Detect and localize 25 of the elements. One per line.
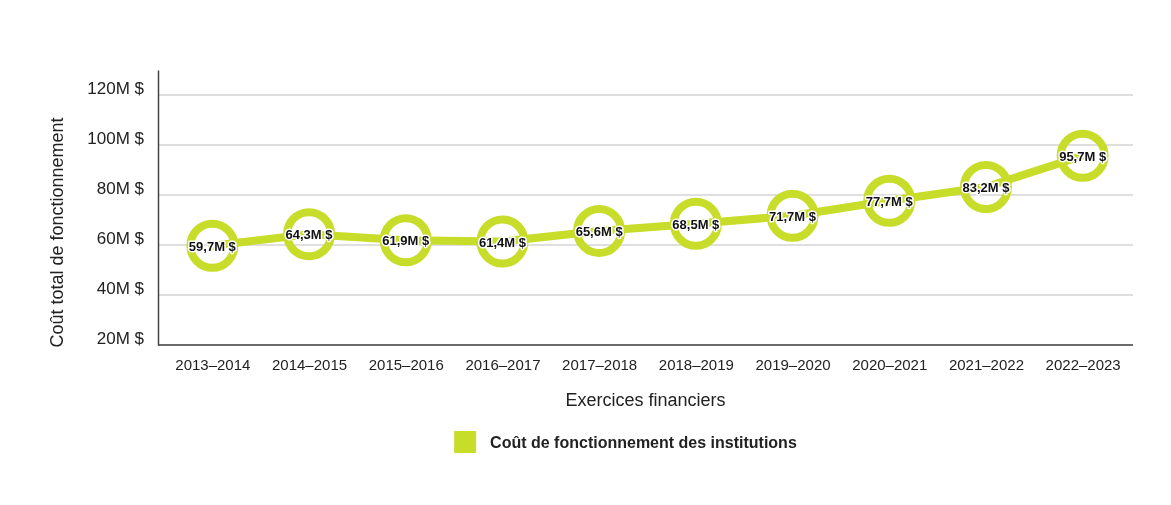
x-tick-label: 2018–2019 — [658, 355, 734, 373]
x-tick-label: 2021–2022 — [948, 355, 1024, 373]
x-tick-label: 2017–2018 — [562, 355, 638, 373]
x-tick-label: 2020–2021 — [852, 355, 928, 373]
y-axis-title: Coût total de fonctionnement — [47, 117, 67, 348]
data-label: 77,7M $ — [865, 193, 914, 209]
y-tick-label: 20M $ — [96, 328, 145, 348]
x-tick-label: 2022–2023 — [1045, 355, 1121, 373]
x-axis-title: Exercices financiers — [565, 390, 726, 410]
x-tick-label: 2019–2020 — [755, 355, 831, 373]
x-tick-label: 2014–2015 — [272, 355, 348, 373]
legend-label: Coût de fonctionnement des institutions — [490, 434, 797, 451]
y-tick-label: 40M $ — [96, 278, 145, 298]
y-tick-label: 100M $ — [87, 128, 145, 148]
data-label: 68,5M $ — [672, 216, 721, 232]
y-tick-label: 60M $ — [96, 228, 145, 248]
x-tick-label: 2013–2014 — [175, 355, 251, 373]
x-tick-label: 2016–2017 — [465, 355, 541, 373]
y-tick-label: 80M $ — [96, 178, 145, 198]
y-tick-label: 120M $ — [87, 78, 145, 98]
data-label: 65,6M $ — [575, 224, 624, 239]
data-label: 61,4M $ — [478, 234, 527, 250]
data-label: 71,7M $ — [769, 208, 817, 224]
data-label: 64,3M $ — [285, 227, 334, 243]
x-tick-label: 2015–2016 — [368, 355, 444, 373]
